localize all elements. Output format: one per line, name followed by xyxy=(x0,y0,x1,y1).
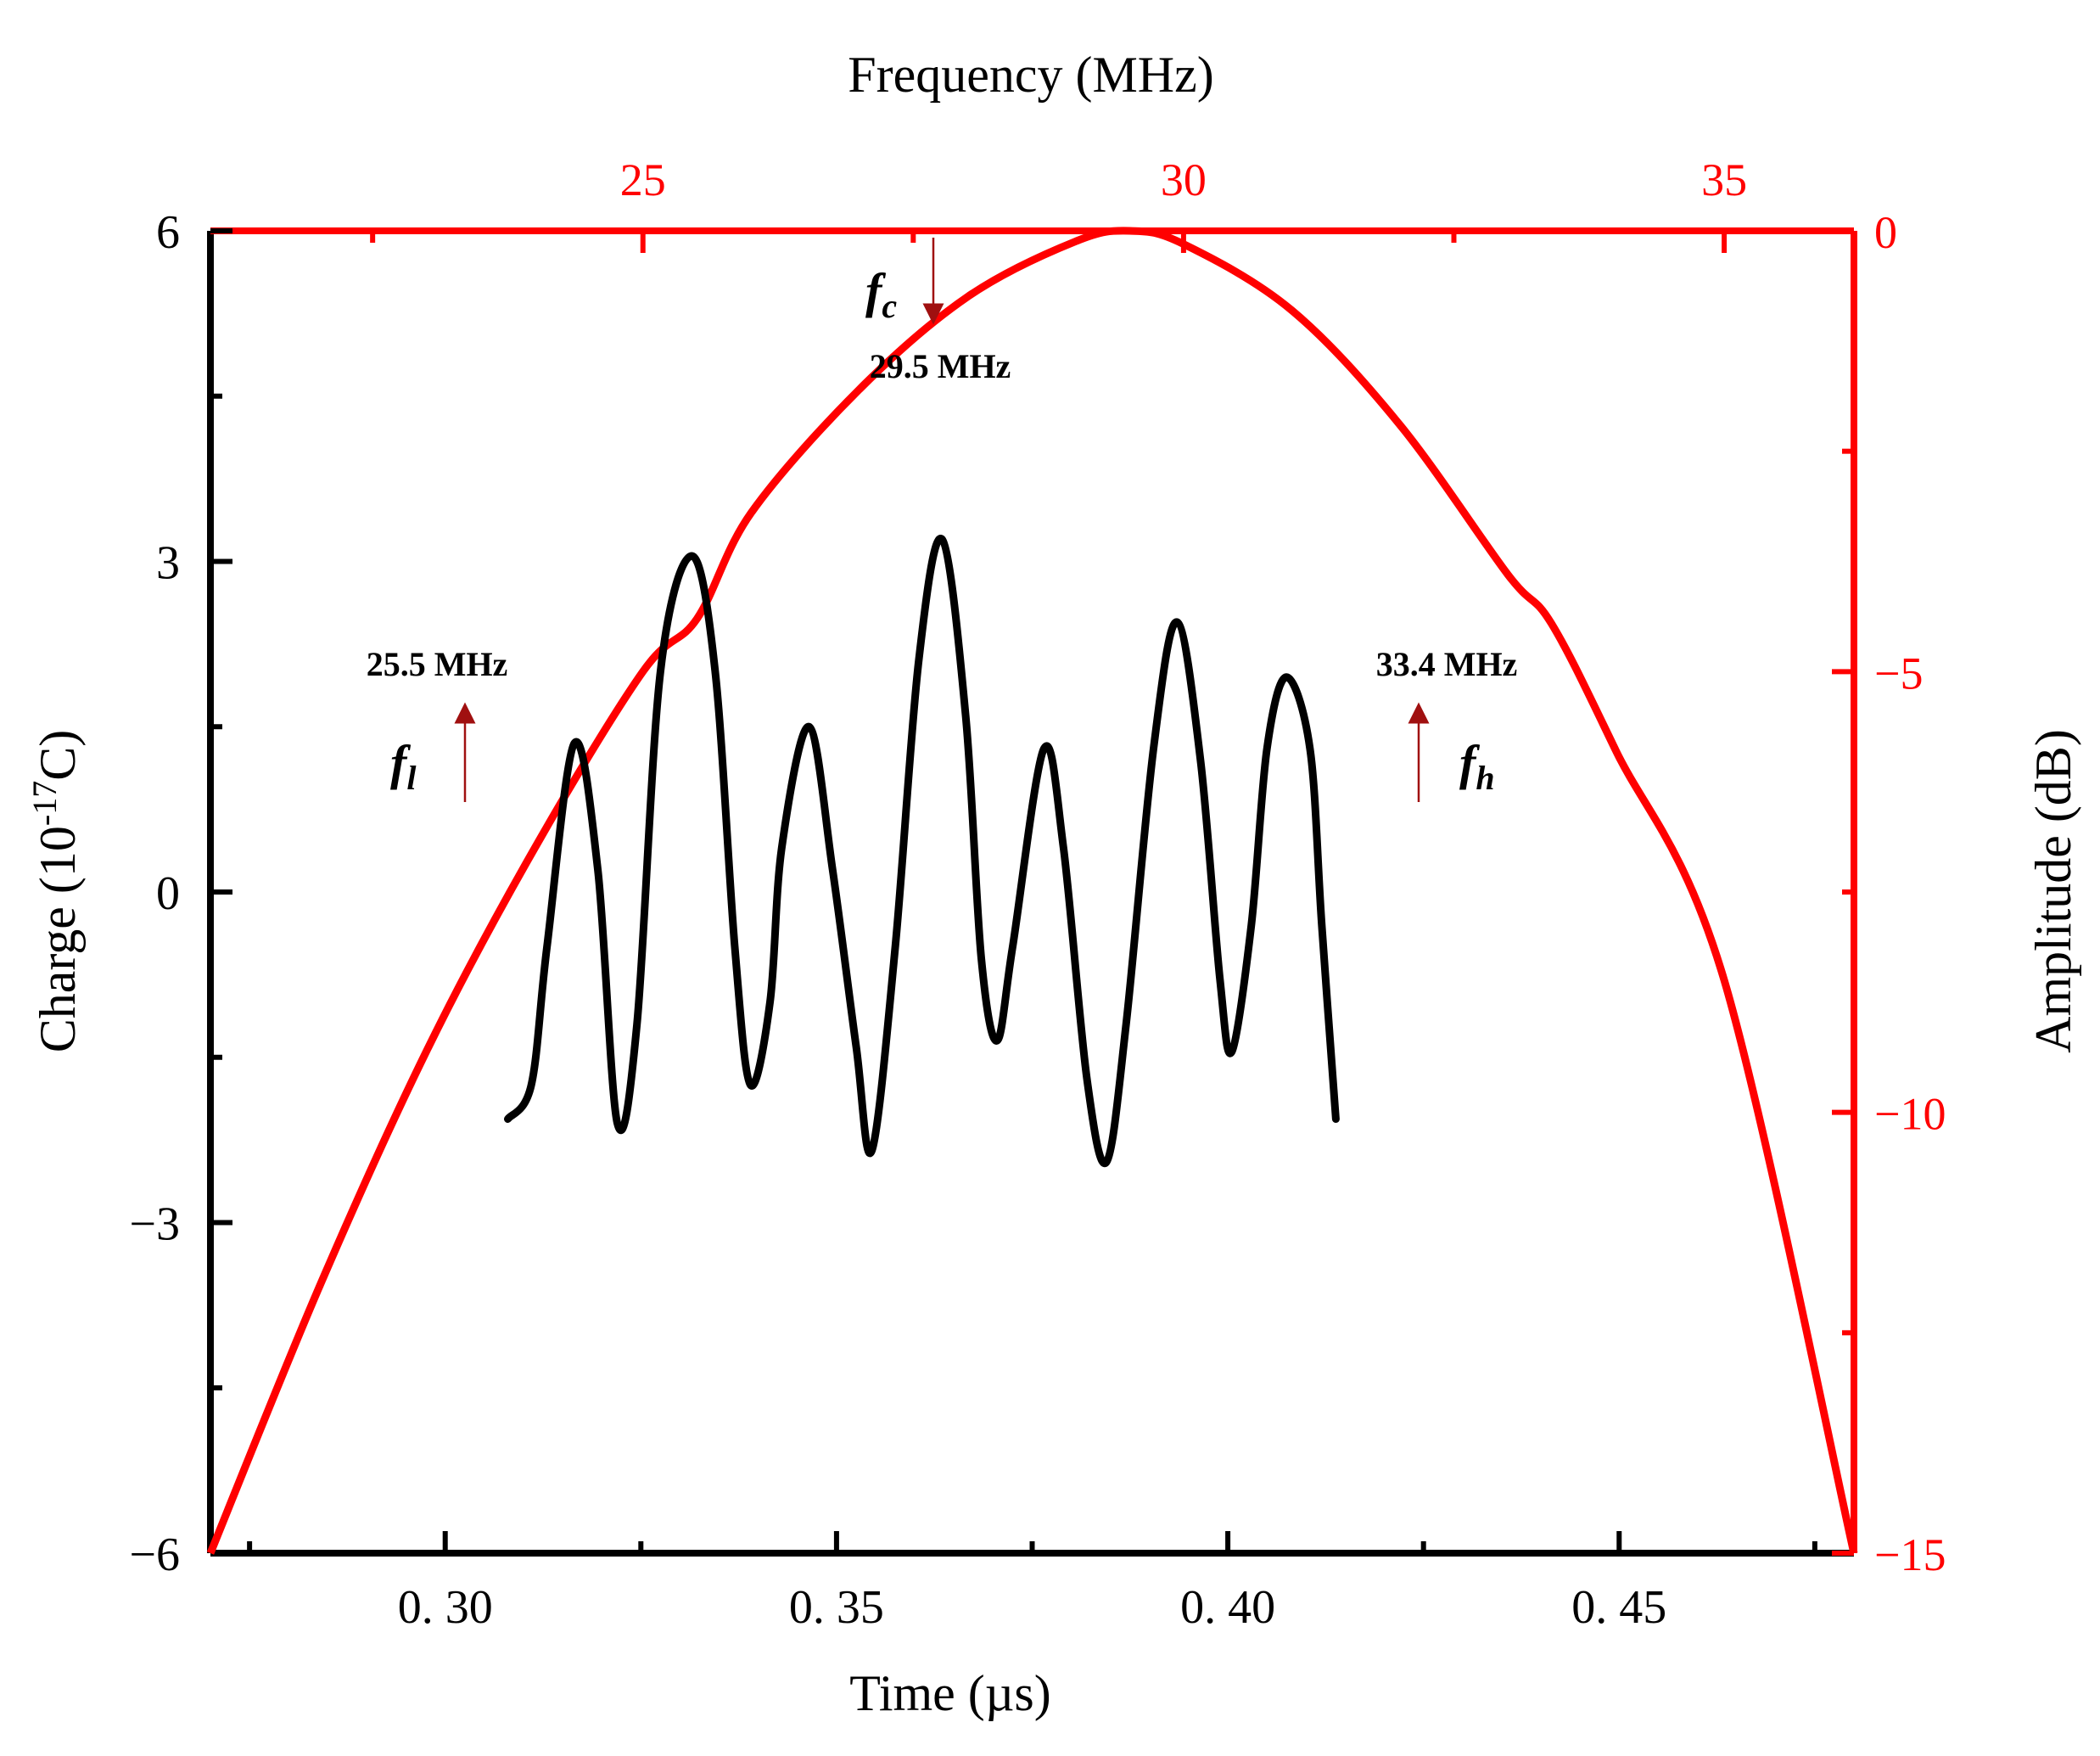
axis-tick-labels: 0. 30 0. 35 0. 40 0. 45 25 30 35 −6 −3 0 3 6 −15 −10 −… xyxy=(129,154,1946,1634)
top-tick-label: 30 xyxy=(1161,154,1207,205)
top-axis-title: Frequency (MHz) xyxy=(848,47,1214,103)
right-tick-label: −5 xyxy=(1874,648,1923,698)
fc-symbol: fc xyxy=(865,263,897,325)
right-axis-title: Amplitude (dB) xyxy=(2025,729,2081,1053)
bottom-tick-label: 0. 45 xyxy=(1571,1581,1666,1634)
annotation-fl: fl 25.5 MHz xyxy=(367,645,508,802)
axis-ticks xyxy=(210,228,1854,1556)
bottom-tick-label: 0. 40 xyxy=(1180,1581,1275,1634)
left-tick-label: 3 xyxy=(156,537,180,590)
annotation-fh: fh 33.4 MHz xyxy=(1376,645,1518,802)
right-tick-label: −15 xyxy=(1874,1529,1946,1580)
bottom-tick-label: 0. 30 xyxy=(398,1581,493,1634)
top-tick-label: 35 xyxy=(1701,154,1747,205)
right-tick-label: 0 xyxy=(1874,207,1897,258)
left-tick-label: −3 xyxy=(129,1198,180,1251)
left-tick-label: 0 xyxy=(156,867,180,920)
fc-value: 29.5 MHz xyxy=(870,347,1011,385)
left-tick-label: 6 xyxy=(156,206,180,259)
amplitude-frequency-curve xyxy=(206,227,1858,1555)
fh-value: 33.4 MHz xyxy=(1376,645,1518,683)
fl-symbol: fl xyxy=(390,735,417,797)
fh-symbol: fh xyxy=(1459,735,1495,797)
left-tick-label: −6 xyxy=(129,1529,180,1581)
top-tick-label: 25 xyxy=(620,154,666,205)
left-axis-title: Charge (10-17C) xyxy=(25,730,87,1053)
annotation-fc: fc 29.5 MHz xyxy=(865,238,1011,385)
bottom-axis-title: Time (µs) xyxy=(849,1665,1050,1721)
bottom-tick-label: 0. 35 xyxy=(789,1581,884,1634)
charge-time-curve xyxy=(504,534,1340,1168)
fl-value: 25.5 MHz xyxy=(367,645,508,683)
right-tick-label: −10 xyxy=(1874,1089,1946,1140)
